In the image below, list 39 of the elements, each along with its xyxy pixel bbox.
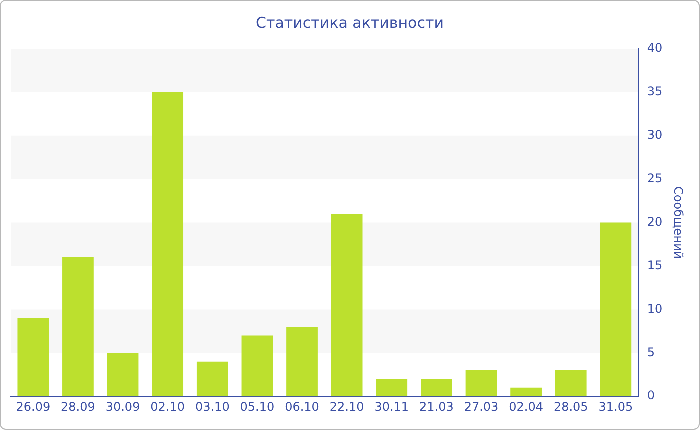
y-tick-label: 10 bbox=[647, 302, 663, 316]
bar bbox=[286, 327, 318, 397]
x-tick-label: 26.09 bbox=[16, 400, 51, 414]
x-tick-label: 31.05 bbox=[598, 400, 634, 414]
y-tick-label: 20 bbox=[647, 214, 663, 229]
bar bbox=[421, 379, 452, 397]
x-tick-label: 30.11 bbox=[374, 400, 410, 414]
bar bbox=[510, 388, 542, 397]
x-tick-label: 02.04 bbox=[509, 400, 544, 414]
y-tick-label: 15 bbox=[647, 258, 663, 272]
y-tick-label: 25 bbox=[647, 171, 663, 186]
y-tick-label: 40 bbox=[647, 41, 663, 56]
chart-title: Статистика активности bbox=[256, 14, 444, 32]
x-tick-label: 28.05 bbox=[554, 400, 588, 414]
bar bbox=[107, 353, 139, 397]
x-tick-label: 21.03 bbox=[420, 400, 454, 414]
x-tick-label: 02.10 bbox=[150, 400, 186, 414]
bar bbox=[331, 214, 363, 397]
bar bbox=[152, 92, 184, 397]
bar bbox=[466, 370, 498, 397]
x-tick-label: 22.10 bbox=[330, 400, 364, 414]
y-tick-label: 5 bbox=[647, 345, 655, 360]
x-tick-label: 30.09 bbox=[106, 400, 140, 414]
x-tick-label: 28.09 bbox=[61, 400, 96, 414]
bar bbox=[18, 318, 50, 397]
y-tick-label: 35 bbox=[647, 84, 663, 99]
x-tick-label: 03.10 bbox=[195, 400, 230, 414]
y-tick-label: 30 bbox=[647, 128, 663, 142]
y-axis-title: Сообщений bbox=[672, 186, 686, 260]
bar bbox=[555, 370, 587, 397]
bar bbox=[242, 336, 274, 397]
bar bbox=[600, 222, 632, 397]
y-tick-label: 0 bbox=[647, 388, 655, 403]
bar bbox=[62, 258, 94, 397]
x-tick-label: 05.10 bbox=[240, 400, 275, 414]
bar bbox=[376, 379, 408, 397]
bar bbox=[196, 362, 228, 397]
x-tick-label: 27.03 bbox=[464, 400, 499, 414]
x-tick-label: 06.10 bbox=[285, 400, 320, 414]
